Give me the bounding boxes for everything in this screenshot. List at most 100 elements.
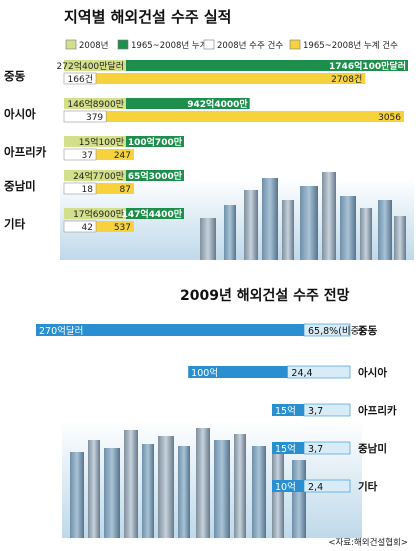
- chart2-bar-amount: [36, 324, 304, 336]
- city-skyline-photo-bottom: [62, 420, 362, 538]
- chart1-bar-count-2008: [63, 182, 97, 195]
- chart1-label-cumulative: 147억4400만: [122, 208, 183, 220]
- building-shape: [234, 434, 246, 538]
- skyscraper-shape: [378, 200, 392, 260]
- chart2-label-share: 3,7: [308, 406, 323, 417]
- skyscraper-shape: [200, 218, 216, 260]
- building-shape: [158, 436, 174, 538]
- building-shape: [196, 428, 210, 538]
- chart2-label-amount: 10억: [275, 481, 296, 493]
- skyscraper-shape: [224, 205, 236, 260]
- chart1-bar-2008: [64, 60, 126, 71]
- chart1-label-cumulative: 65억3000만: [128, 170, 183, 182]
- chart2-title: 2009년 해외건설 수주 전망: [180, 287, 350, 304]
- skyscraper-shape: [244, 190, 258, 260]
- chart1-label-cumulative-count: 87: [120, 185, 131, 195]
- chart2-label-amount: 15억: [275, 443, 296, 455]
- building-shape: [272, 452, 284, 538]
- chart2-bar-amount: [272, 480, 304, 492]
- city-skyline-photo-top: [60, 172, 414, 260]
- chart2-label-share: 3,7: [308, 444, 323, 455]
- chart1-bar-cumulative-count: [64, 149, 134, 160]
- building-shape: [252, 446, 266, 538]
- chart1-bar-count-2008: [63, 220, 97, 233]
- skyscraper-shape: [360, 208, 372, 260]
- building-shape: [70, 452, 84, 538]
- building-shape: [142, 444, 154, 538]
- chart2-label-amount: 100억: [191, 367, 218, 379]
- skyscraper-shape: [340, 196, 356, 260]
- chart2-category-label: 아프리카: [358, 404, 397, 417]
- chart1-label-cumulative: 100억700만: [128, 136, 183, 148]
- chart1-bar-count-2008: [63, 110, 107, 123]
- chart2-bar-amount: [188, 366, 288, 378]
- chart2-bar-share: [287, 365, 351, 379]
- chart1-label-cumulative-count: 3056: [378, 113, 401, 123]
- legend-swatch: [117, 39, 129, 50]
- skyscraper-shape: [300, 186, 318, 260]
- building-shape: [178, 446, 190, 538]
- chart2-label-share: 65,8%(비중): [308, 326, 363, 337]
- chart1-label-cumulative: 1746억100만달러: [329, 60, 406, 72]
- chart2-category-label: 아시아: [358, 366, 387, 379]
- chart1-bar-cumulative-count: [64, 183, 134, 194]
- chart1-category-label: 기타: [4, 217, 26, 231]
- skyscraper-shape: [282, 200, 294, 260]
- legend-swatch: [289, 39, 301, 50]
- building-shape: [88, 440, 100, 538]
- chart1-bar-count-2008: [63, 148, 97, 161]
- chart1-label-count-2008: 37: [82, 151, 93, 161]
- chart1-label-count-2008: 42: [82, 223, 93, 233]
- building-shape: [104, 448, 120, 538]
- skyscraper-shape: [322, 172, 336, 260]
- chart1-label-2008: 146억8900만: [67, 98, 124, 110]
- chart1-category-label: 중동: [4, 69, 26, 83]
- chart1-bar-cumulative-count: [64, 73, 366, 84]
- chart2-bar-amount: [272, 404, 304, 416]
- chart1-bar-cumulative: [64, 60, 408, 71]
- chart1-label-cumulative-count: 247: [114, 151, 131, 161]
- chart1-bar-2008: [64, 136, 126, 147]
- chart2-label-amount: 270억달러: [39, 325, 83, 337]
- chart1-label-count-2008: 379: [86, 113, 103, 123]
- chart1-bar-count-2008: [63, 72, 97, 85]
- legend-label: 1965~2008년 누계 건수: [303, 40, 398, 51]
- chart2-category-label: 중남미: [358, 442, 387, 455]
- chart1-label-2008: 272억400만달러: [57, 60, 124, 72]
- chart1-label-cumulative: 942억4000만: [187, 98, 248, 110]
- chart1-legend: 2008년 1965~2008년 누계 2008년 수주 건수 1965~2008년 …: [65, 39, 398, 51]
- chart2-category-label: 기타: [358, 480, 378, 493]
- chart1-bar-2008: [64, 98, 126, 109]
- chart2-category-label: 중동: [358, 325, 378, 337]
- chart2-label-amount: 15억: [275, 405, 296, 417]
- skyscraper-shape: [394, 216, 406, 260]
- building-shape: [124, 430, 138, 538]
- source-note: <자료:해외건설협회>: [328, 537, 408, 548]
- legend-label: 2008년: [79, 40, 108, 51]
- chart1-label-cumulative-count: 2708건: [331, 74, 362, 85]
- chart1-label-2008: 17억6900만: [73, 208, 124, 220]
- chart1-bar-2008: [64, 170, 126, 181]
- chart2-bars: 270억달러 65,8%(비중)중동 100억 24,4 아시아 15억 3,7 아프리카 15…: [36, 323, 397, 493]
- chart1-label-2008: 15억100만: [79, 136, 124, 148]
- chart1-bar-cumulative: [64, 98, 250, 109]
- chart1-category-label: 중남미: [4, 179, 36, 193]
- legend-swatch: [203, 39, 215, 50]
- chart1-label-2008: 24억7700만: [73, 170, 124, 182]
- legend-label: 1965~2008년 누계: [131, 40, 208, 51]
- skyscraper-shape: [262, 178, 278, 260]
- chart1-title: 지역별 해외건설 수주 실적: [64, 8, 231, 26]
- chart1-category-label: 아시아: [4, 107, 36, 121]
- legend-swatch: [65, 39, 77, 50]
- chart1-bar-cumulative-count: [64, 111, 404, 122]
- legend-label: 2008년 수주 건수: [217, 40, 283, 51]
- chart2-label-share: 24,4: [291, 368, 312, 379]
- chart1-category-label: 아프리카: [4, 145, 47, 159]
- chart2-label-share: 2,4: [308, 482, 323, 493]
- chart1-bar-cumulative-count: [64, 221, 134, 232]
- chart1-label-count-2008: 166건: [68, 74, 93, 85]
- building-shape: [292, 460, 306, 538]
- chart1-bar-2008: [64, 208, 126, 219]
